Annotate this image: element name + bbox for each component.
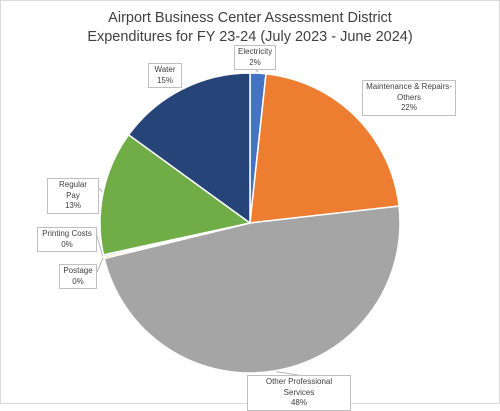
- data-label-percent: 13%: [64, 201, 81, 210]
- data-label-percent: 15%: [156, 75, 173, 85]
- data-label-printing-costs: Printing Costs 0%: [37, 227, 97, 252]
- data-label-maintenance: Maintenance & Repairs- Others 22%: [362, 80, 456, 116]
- data-label-postage: Postage 0%: [59, 264, 97, 289]
- data-label-other-professional: Other Professional Services 48%: [247, 375, 351, 411]
- data-label-regular-pay: Regular Pay 13%: [47, 178, 99, 214]
- data-label-electricity: Electricity 2%: [234, 45, 276, 70]
- chart-title: Airport Business Center Assessment Distr…: [1, 9, 499, 47]
- data-label-category: Regular Pay: [58, 180, 87, 200]
- data-label-percent: 48%: [290, 398, 307, 407]
- pie-slice-water: [127, 72, 251, 225]
- chart-title-line-2: Expenditures for FY 23-24 (July 2023 - J…: [87, 29, 413, 45]
- data-label-percent: 2%: [249, 57, 261, 67]
- pie-slice-regular-pay: [99, 133, 252, 256]
- data-label-percent: 0%: [72, 276, 84, 286]
- data-label-category: Maintenance & Repairs- Others: [366, 82, 452, 102]
- data-label-percent: 22%: [400, 103, 417, 112]
- leader-line: [98, 187, 103, 193]
- data-label-water: Water 15%: [148, 63, 182, 88]
- leader-line: [276, 371, 299, 376]
- leader-line: [96, 257, 104, 273]
- chart-title-line-1: Airport Business Center Assessment Distr…: [108, 10, 392, 26]
- pie-chart: [96, 68, 401, 376]
- leader-line: [96, 235, 103, 257]
- data-label-category: Water: [154, 65, 176, 74]
- data-label-category: Printing Costs: [42, 229, 92, 238]
- data-label-percent: 0%: [61, 239, 73, 249]
- data-label-category: Postage: [63, 266, 93, 275]
- pie-slice-maintenance-repairs-others: [249, 73, 400, 224]
- pie-slice-other-professional-services: [103, 205, 401, 374]
- data-label-category: Other Professional Services: [265, 377, 333, 397]
- data-label-category: Electricity: [238, 47, 273, 56]
